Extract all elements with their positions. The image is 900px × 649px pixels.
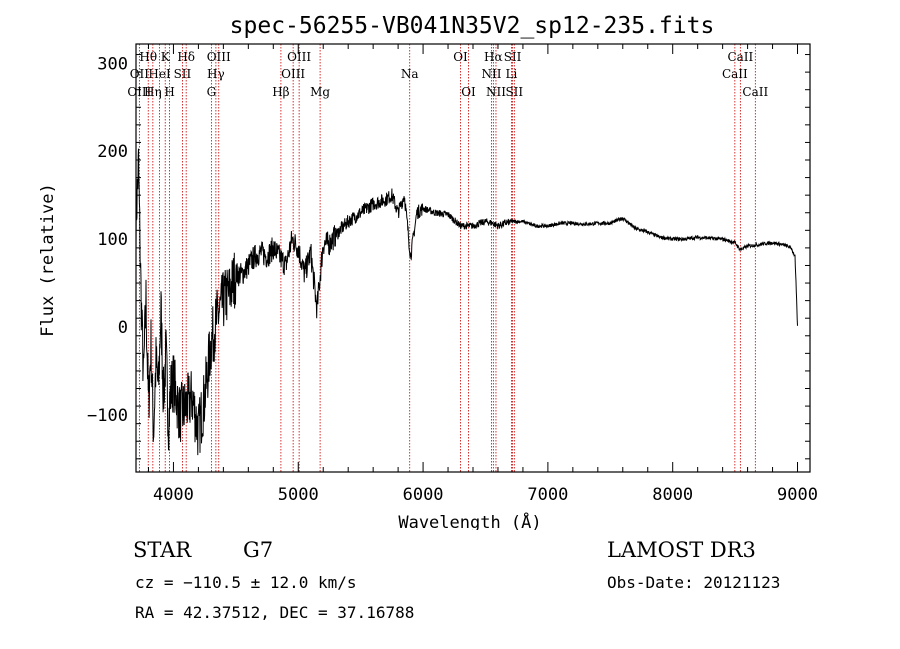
line-label: CaII [742,85,768,99]
spectrum-chart: spec-56255-VB041N35V2_sp12-235.fits Hθ OI… [38,13,818,530]
chart-title: spec-56255-VB041N35V2_sp12-235.fits [230,13,715,39]
y-tick-label: −100 [87,406,128,426]
y-tick-label: 200 [97,142,128,162]
x-axis-label: Wavelength (Å) [398,511,541,530]
object-class: STAR [133,538,192,562]
x-tick-label: 5000 [278,485,319,505]
x-tick-label: 7000 [527,485,568,505]
line-label: Hβ [272,85,289,99]
x-tick-label: 8000 [652,485,693,505]
line-label: NII [481,67,501,81]
y-axis-label: Flux (relative) [38,183,58,337]
line-label: H [164,85,174,99]
line-label: Hα [484,50,503,64]
x-axis-ticks: 4000 5000 6000 7000 8000 9000 [147,44,818,505]
observation-date: Obs-Date: 20121123 [607,573,781,592]
line-label: OIII [287,50,311,64]
line-label: NII [486,85,506,99]
spectrum-line [135,148,798,456]
line-label: OI [453,50,468,64]
line-label: SII [174,67,192,81]
line-label: SII [504,50,522,64]
x-tick-label: 4000 [153,485,194,505]
y-tick-label: 0 [118,318,128,338]
line-markers [138,44,756,472]
line-label: CaII [722,67,748,81]
line-label: Na [401,67,419,81]
y-tick-label: 300 [97,54,128,74]
x-tick-label: 9000 [777,485,818,505]
line-labels: Hθ OII OIII K HeI Hη H Hδ SII OIII Hγ G Hβ OIII OIII Mg… [127,50,768,99]
y-tick-label: 100 [97,230,128,250]
x-tick-label: 6000 [403,485,444,505]
line-label: Hθ [139,50,157,64]
survey-name: LAMOST DR3 [607,538,756,562]
line-label: Hη [144,85,162,99]
line-label: OI [461,85,476,99]
line-label: OII [130,67,150,81]
line-label: Li [506,67,518,81]
redshift-velocity: cz = −110.5 ± 12.0 km/s [135,573,357,592]
line-label: OIII [127,85,151,99]
line-label: Hγ [207,67,225,81]
line-label: OIII [207,50,231,64]
line-label: SII [505,85,523,99]
line-label: CaII [727,50,753,64]
line-label: G [207,85,217,99]
line-label: HeI [148,67,171,81]
y-axis-ticks: −100 0 100 200 300 [87,54,810,460]
line-label: OIII [281,67,305,81]
line-label: Mg [310,85,330,99]
line-label: K [161,50,171,64]
object-subclass: G7 [243,538,274,562]
coordinates: RA = 42.37512, DEC = 37.16788 [135,603,415,622]
line-label: Hδ [177,50,195,64]
plot-frame [135,43,811,473]
